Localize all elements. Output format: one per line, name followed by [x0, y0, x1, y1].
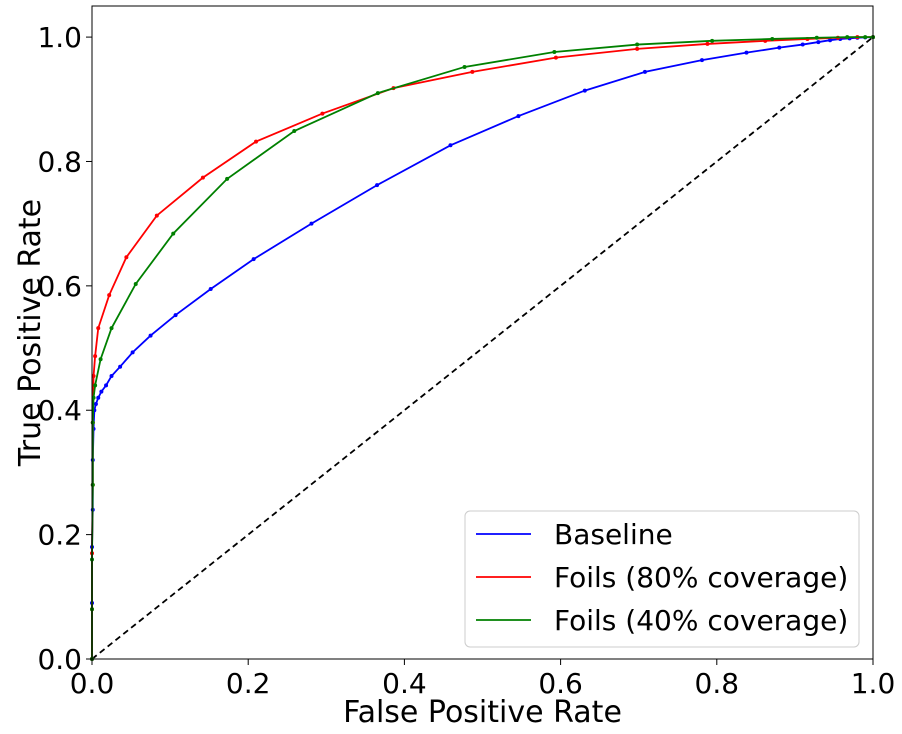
data-point: [118, 364, 123, 369]
legend-label: Baseline: [554, 518, 673, 551]
data-point: [90, 482, 95, 487]
x-tick-label: 0.2: [226, 667, 271, 700]
data-point: [254, 139, 259, 144]
data-point: [90, 420, 95, 425]
data-point: [814, 35, 819, 40]
data-point: [93, 402, 98, 407]
legend-box: [464, 510, 860, 648]
x-tick-label: 1.0: [851, 667, 896, 700]
data-point: [516, 114, 521, 119]
ticks-layer: 0.0 0.2 0.4 0.6 0.8 1.0 0.0 0.2 0.4 0.6 0.8 1.0: [37, 21, 895, 700]
data-point: [635, 46, 640, 51]
data-point: [642, 69, 647, 74]
legend-item: Foils (80% coverage): [476, 561, 848, 594]
data-point: [104, 383, 109, 388]
x-tick-label: 0.8: [695, 667, 740, 700]
legend-label: Foils (40% coverage): [554, 604, 848, 637]
data-point: [582, 88, 587, 93]
data-point: [173, 313, 178, 318]
data-point: [107, 293, 112, 298]
data-point: [91, 395, 96, 400]
y-tick-label: 0.2: [37, 519, 82, 552]
data-point: [699, 58, 704, 63]
data-point: [770, 36, 775, 41]
x-tick-label: 0.0: [70, 667, 115, 700]
data-point: [225, 176, 230, 181]
data-point: [96, 326, 101, 331]
data-point: [200, 175, 205, 180]
y-tick-label: 0.0: [37, 643, 82, 676]
y-tick-label: 0.4: [37, 394, 82, 427]
legend-item: Foils (40% coverage): [476, 604, 848, 637]
data-point: [133, 281, 138, 286]
plot-area: [91, 36, 874, 660]
data-point: [375, 91, 380, 96]
data-point: [470, 69, 475, 74]
legend-label: Foils (80% coverage): [554, 561, 848, 594]
data-point: [863, 35, 868, 40]
data-point: [828, 38, 833, 43]
data-point: [705, 41, 710, 46]
data-point: [99, 389, 104, 394]
x-tick-label: 0.6: [538, 667, 583, 700]
data-point: [552, 50, 557, 55]
data-point: [130, 350, 135, 355]
x-tick-label: 0.4: [382, 667, 427, 700]
data-point: [375, 183, 380, 188]
data-point: [448, 143, 453, 148]
data-point: [320, 111, 325, 116]
data-point: [98, 357, 103, 362]
data-point: [816, 40, 821, 45]
data-point: [635, 42, 640, 47]
data-point: [171, 231, 176, 236]
data-point: [800, 42, 805, 47]
data-point: [710, 38, 715, 43]
y-tick-label: 1.0: [37, 21, 82, 54]
data-point: [462, 64, 467, 69]
data-point: [777, 45, 782, 50]
data-point: [124, 255, 129, 260]
data-point: [109, 326, 114, 331]
data-point: [309, 221, 314, 226]
plot-frame: [91, 5, 874, 660]
y-tick-label: 0.6: [37, 270, 82, 303]
legend-item: Baseline: [476, 518, 673, 551]
data-point: [553, 55, 558, 60]
series-layer: [90, 35, 875, 661]
data-point: [845, 35, 850, 40]
data-point: [148, 333, 153, 338]
data-point: [251, 257, 256, 262]
data-point: [744, 50, 749, 55]
data-point: [93, 383, 98, 388]
y-tick-label: 0.8: [37, 145, 82, 178]
data-point: [93, 354, 98, 359]
data-point: [109, 374, 114, 379]
chance-diagonal-line: [91, 36, 874, 660]
legend: Baseline Foils (80% coverage) Foils (40% c…: [464, 510, 860, 648]
x-axis-title: False Positive Rate: [343, 695, 622, 730]
data-point: [208, 286, 213, 291]
data-point: [154, 213, 159, 218]
data-point: [91, 374, 96, 379]
data-point: [292, 129, 297, 134]
y-axis-title: True Positive Rate: [13, 199, 48, 467]
data-point: [96, 395, 101, 400]
